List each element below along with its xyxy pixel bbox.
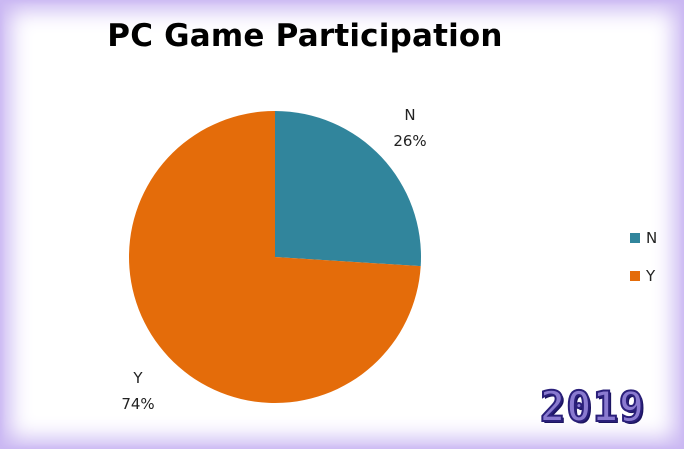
legend-swatch-n: [630, 233, 640, 243]
year-badge: 2019: [539, 381, 646, 432]
slice-percent-n: 26%: [393, 132, 426, 150]
pie-slice-n: [275, 111, 421, 267]
legend-label-n: N: [646, 229, 658, 247]
slice-label-n: N: [404, 106, 415, 124]
slice-label-y: Y: [132, 369, 143, 387]
legend-item-n: N: [630, 228, 657, 248]
chart-title: PC Game Participation: [107, 18, 503, 54]
legend-swatch-y: [630, 271, 640, 281]
pie-slice-y: [129, 111, 421, 404]
legend: N Y: [630, 228, 657, 304]
slice-percent-y: 74%: [121, 395, 154, 413]
legend-item-y: Y: [630, 266, 657, 286]
legend-label-y: Y: [646, 267, 656, 285]
